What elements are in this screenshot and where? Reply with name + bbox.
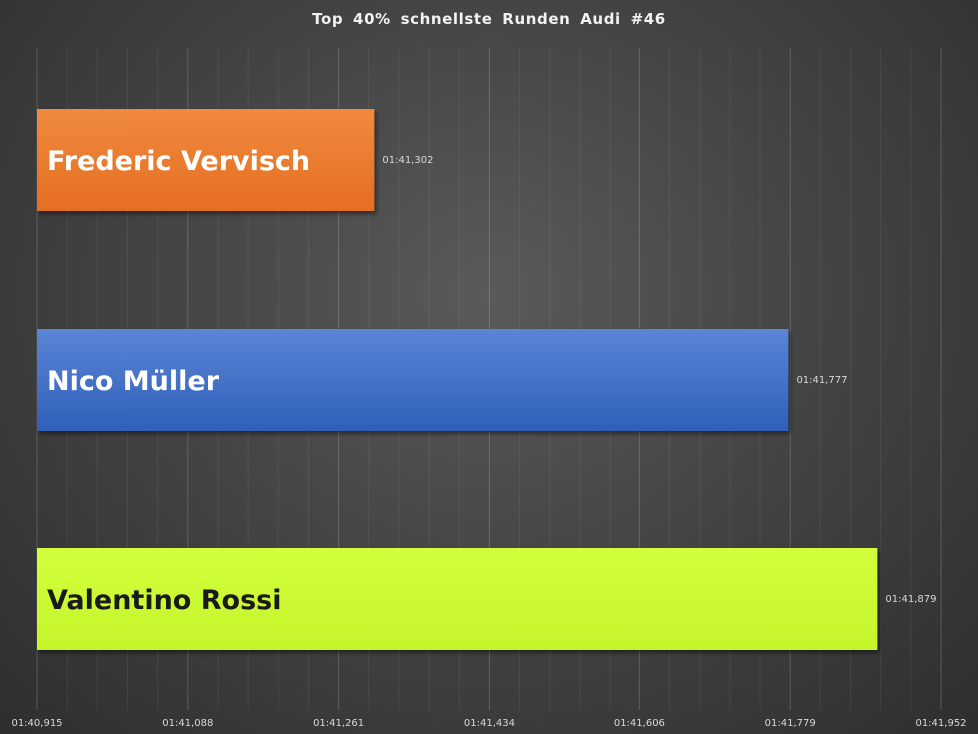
bar xyxy=(37,109,375,211)
x-tick-label: 01:41,606 xyxy=(614,718,665,729)
x-tick-label: 01:41,952 xyxy=(915,718,966,729)
bar xyxy=(37,329,789,431)
bar-value-label: 01:41,879 xyxy=(885,594,936,605)
x-tick-label: 01:40,915 xyxy=(11,718,62,729)
bar-name-label: Frederic Vervisch xyxy=(47,146,310,177)
bar-name-label: Valentino Rossi xyxy=(47,585,282,616)
bar-value-label: 01:41,777 xyxy=(796,375,847,386)
chart-title: Top 40% schnellste Runden Audi #46 xyxy=(312,10,666,28)
bar-value-label: 01:41,302 xyxy=(382,155,433,166)
x-tick-label: 01:41,261 xyxy=(313,718,364,729)
bar xyxy=(37,548,878,650)
x-tick-label: 01:41,088 xyxy=(162,718,213,729)
bar-name-label: Nico Müller xyxy=(47,366,220,397)
x-tick-label: 01:41,779 xyxy=(765,718,816,729)
x-tick-label: 01:41,434 xyxy=(464,718,515,729)
